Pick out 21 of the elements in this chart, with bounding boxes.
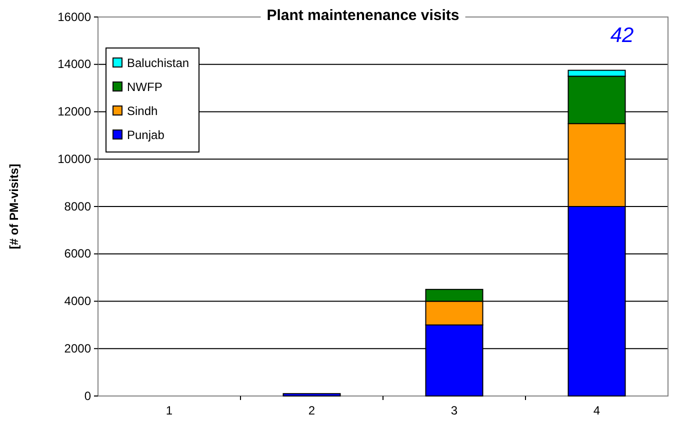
legend-label: Baluchistan — [127, 56, 190, 70]
bar — [282, 393, 341, 396]
y-tick-label: 0 — [84, 388, 92, 403]
y-axis-title: [# of PM-visits] — [7, 164, 21, 250]
y-tick-label: 4000 — [64, 294, 92, 308]
x-tick-label: 4 — [593, 404, 600, 418]
y-tick-label: 8000 — [64, 199, 92, 214]
x-tick-label: 2 — [308, 404, 316, 418]
legend-label: Sindh — [127, 104, 158, 118]
y-tick-label: 16000 — [58, 10, 92, 24]
annotation: 42 — [610, 24, 634, 47]
y-tick-label: 10000 — [58, 152, 92, 166]
chart-title: Plant maintenenance visits — [266, 7, 460, 24]
legend-label: NWFP — [127, 80, 162, 94]
x-tick-label: 3 — [450, 404, 458, 418]
legend-label: Punjab — [127, 128, 165, 142]
y-tick-label: 2000 — [64, 341, 92, 356]
y-tick-label: 6000 — [64, 246, 92, 261]
x-tick-label: 1 — [166, 404, 173, 418]
y-tick-label: 14000 — [58, 57, 92, 72]
y-tick-label: 12000 — [58, 104, 92, 119]
